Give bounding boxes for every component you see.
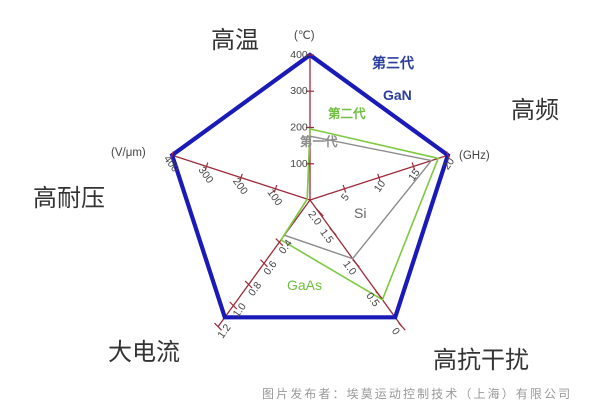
svg-text:300: 300 bbox=[290, 85, 308, 97]
svg-text:高温: 高温 bbox=[211, 27, 259, 54]
svg-text:高抗干扰: 高抗干扰 bbox=[433, 347, 529, 374]
svg-text:Si: Si bbox=[354, 205, 366, 221]
svg-text:15: 15 bbox=[406, 167, 423, 184]
svg-text:0.4: 0.4 bbox=[277, 237, 295, 256]
svg-text:0: 0 bbox=[389, 326, 402, 338]
svg-text:高耐压: 高耐压 bbox=[33, 185, 105, 212]
svg-text:0.5: 0.5 bbox=[363, 290, 381, 309]
svg-text:0.8: 0.8 bbox=[246, 280, 264, 299]
svg-text:1.2: 1.2 bbox=[215, 322, 233, 341]
svg-text:400: 400 bbox=[290, 49, 308, 61]
svg-text:大电流: 大电流 bbox=[108, 339, 180, 366]
svg-text:0.6: 0.6 bbox=[261, 258, 279, 277]
svg-text:1.5: 1.5 bbox=[317, 227, 335, 246]
svg-text:第三代: 第三代 bbox=[372, 55, 414, 71]
svg-text:5: 5 bbox=[339, 192, 352, 204]
svg-text:第一代: 第一代 bbox=[300, 134, 338, 149]
svg-text:图片发布者：埃莫运动控制技术（上海）有限公司: 图片发布者：埃莫运动控制技术（上海）有限公司 bbox=[262, 386, 572, 401]
svg-text:(GHz): (GHz) bbox=[459, 150, 490, 162]
svg-text:2.0: 2.0 bbox=[305, 209, 323, 228]
svg-text:第二代: 第二代 bbox=[328, 106, 366, 121]
svg-text:高频: 高频 bbox=[511, 97, 559, 124]
svg-text:10: 10 bbox=[372, 178, 389, 195]
svg-text:100: 100 bbox=[290, 158, 308, 170]
svg-text:GaAs: GaAs bbox=[287, 277, 322, 293]
svg-text:200: 200 bbox=[290, 122, 308, 134]
svg-text:(℃): (℃) bbox=[294, 30, 315, 42]
svg-text:1.0: 1.0 bbox=[340, 259, 358, 278]
svg-text:GaN: GaN bbox=[383, 87, 412, 103]
svg-text:(V/μm): (V/μm) bbox=[111, 147, 146, 159]
